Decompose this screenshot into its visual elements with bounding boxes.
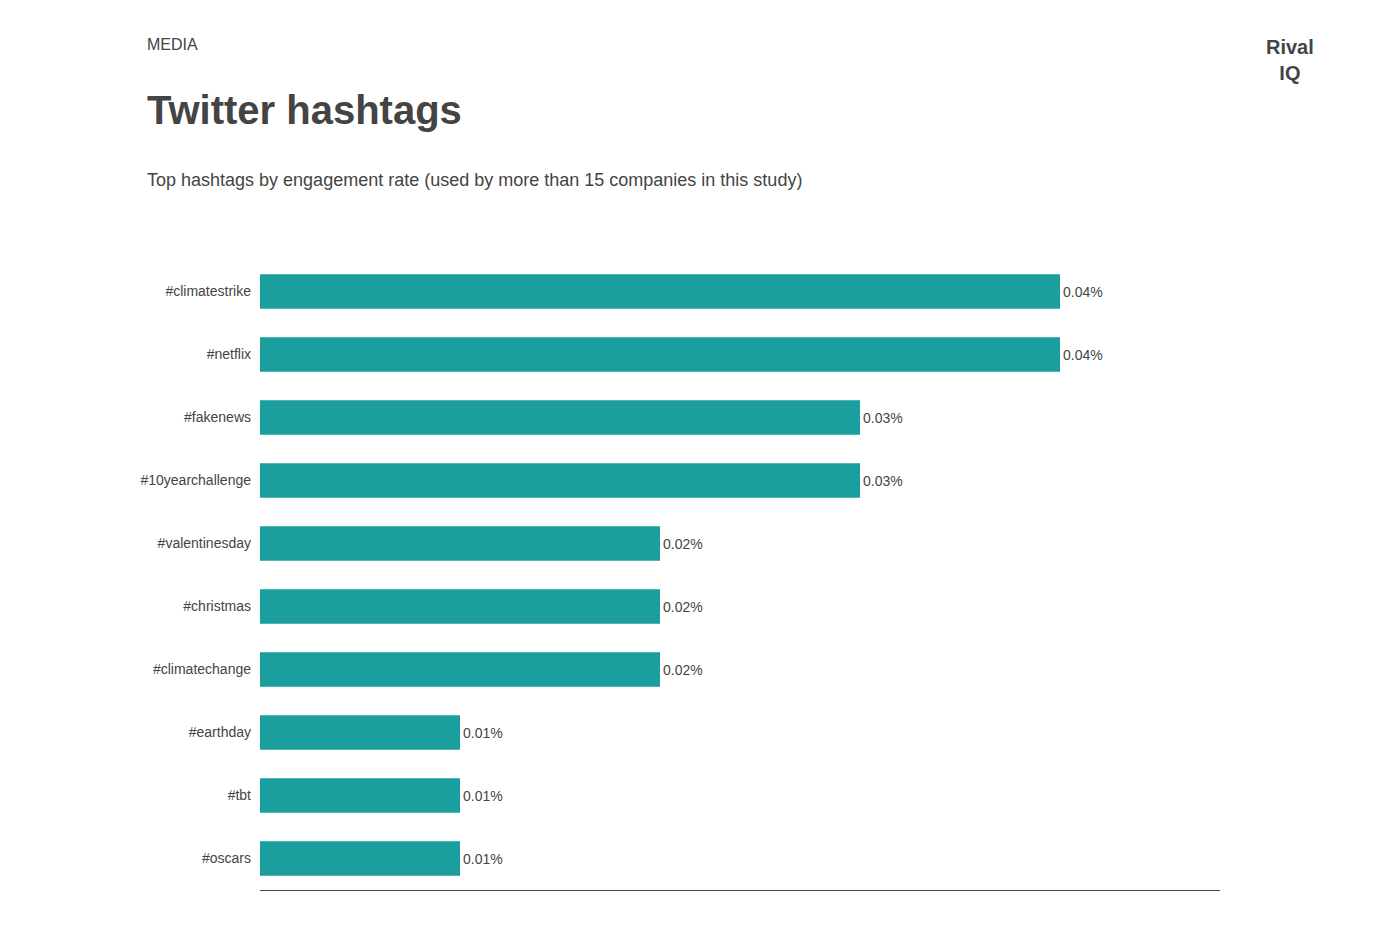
svg-text:0.02%: 0.02% (663, 662, 703, 678)
svg-text:#climatechange: #climatechange (153, 661, 251, 677)
svg-text:0.04%: 0.04% (1063, 284, 1103, 300)
svg-text:0.01%: 0.01% (463, 788, 503, 804)
svg-text:0.02%: 0.02% (663, 536, 703, 552)
svg-text:#10yearchallenge: #10yearchallenge (140, 472, 251, 488)
svg-text:0.01%: 0.01% (463, 725, 503, 741)
svg-text:0.03%: 0.03% (863, 473, 903, 489)
svg-text:#oscars: #oscars (202, 850, 251, 866)
svg-text:RivalIQ: RivalIQ (1266, 36, 1314, 84)
svg-text:#valentinesday: #valentinesday (158, 535, 251, 551)
svg-text:0.03%: 0.03% (863, 410, 903, 426)
svg-text:#netflix: #netflix (207, 346, 251, 362)
svg-text:#fakenews: #fakenews (184, 409, 251, 425)
svg-text:#climatestrike: #climatestrike (165, 283, 251, 299)
svg-text:#tbt: #tbt (228, 787, 251, 803)
svg-text:MEDIA: MEDIA (147, 36, 198, 53)
svg-text:Twitter hashtags: Twitter hashtags (147, 88, 462, 132)
svg-text:0.02%: 0.02% (663, 599, 703, 615)
svg-text:Top hashtags by engagement rat: Top hashtags by engagement rate (used by… (147, 170, 802, 190)
svg-text:0.01%: 0.01% (463, 851, 503, 867)
svg-text:#christmas: #christmas (183, 598, 251, 614)
svg-text:0.04%: 0.04% (1063, 347, 1103, 363)
svg-text:#earthday: #earthday (189, 724, 251, 740)
